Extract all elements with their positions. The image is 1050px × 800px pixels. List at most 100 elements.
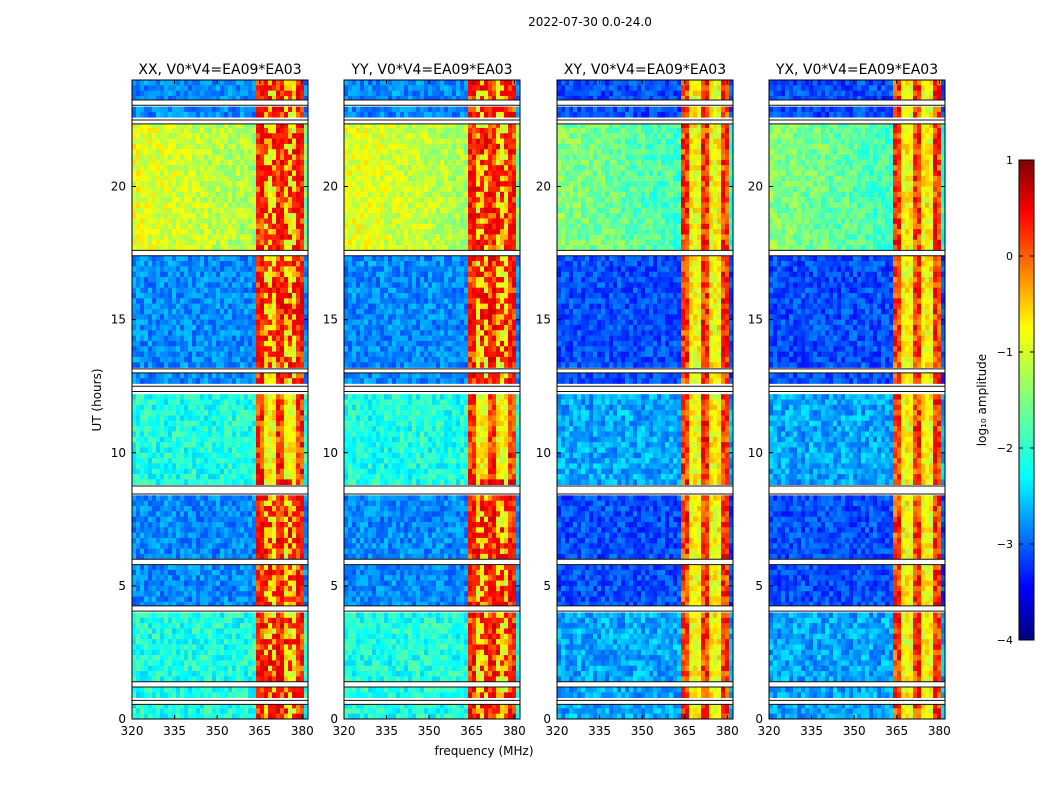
x-tick-label: 380 <box>291 724 314 738</box>
flagged-row <box>344 486 520 495</box>
y-tick-label: 15 <box>748 313 763 327</box>
y-tick-label: 0 <box>118 712 126 726</box>
colorbar-tick-label: −1 <box>997 346 1013 359</box>
flagged-row <box>132 386 308 392</box>
flagged-row <box>769 99 945 106</box>
flagged-row <box>344 559 520 565</box>
flagged-row <box>344 119 520 124</box>
y-tick-label: 15 <box>111 313 126 327</box>
flagged-row <box>344 386 520 392</box>
x-tick-label: 365 <box>885 724 908 738</box>
panel-title: YY, V0*V4=EA09*EA03 <box>350 62 512 78</box>
colorbar-tick-label: 0 <box>1006 250 1013 263</box>
x-tick-label: 350 <box>843 724 866 738</box>
x-tick-label: 320 <box>333 724 356 738</box>
flagged-row <box>132 559 308 565</box>
flagged-row <box>132 119 308 124</box>
y-tick-label: 20 <box>748 180 763 194</box>
x-tick-label: 350 <box>631 724 654 738</box>
y-tick-label: 20 <box>111 180 126 194</box>
flagged-row <box>557 700 733 705</box>
flagged-row <box>557 99 733 106</box>
flagged-row <box>769 119 945 124</box>
flagged-row <box>557 119 733 124</box>
panel-1: XX, V0*V4=EA09*EA03 320 335 350 365 380 0 5 10 15… <box>111 62 314 738</box>
panel-title: XY, V0*V4=EA09*EA03 <box>564 62 726 78</box>
flagged-row <box>344 250 520 256</box>
y-tick-label: 10 <box>323 446 338 460</box>
x-tick-label: 335 <box>800 724 823 738</box>
x-tick-label: 335 <box>163 724 186 738</box>
flagged-row <box>132 681 308 688</box>
panel-2: YY, V0*V4=EA09*EA03 320 335 350 365 380 0 5 10 15… <box>323 62 526 738</box>
y-tick-label: 0 <box>543 712 551 726</box>
chart-title: 2022-07-30 0.0-24.0 <box>528 15 652 29</box>
y-tick-label: 5 <box>543 579 551 593</box>
y-tick-label: 5 <box>330 579 338 593</box>
flagged-row <box>132 486 308 495</box>
colorbar-tick-label: −3 <box>997 538 1013 551</box>
colorbar-tick-label: −2 <box>997 442 1013 455</box>
y-tick-label: 0 <box>330 712 338 726</box>
flagged-row <box>769 559 945 565</box>
flagged-row <box>344 700 520 705</box>
heatmap-cells <box>344 80 521 720</box>
y-tick-label: 10 <box>748 446 763 460</box>
flagged-row <box>769 486 945 495</box>
colorbar-tick-label: −4 <box>997 634 1013 647</box>
x-tick-label: 350 <box>418 724 441 738</box>
panel-4: YX, V0*V4=EA09*EA03 320 335 350 365 380 0 5 10 15… <box>748 62 951 738</box>
flagged-row <box>769 368 945 373</box>
x-tick-label: 365 <box>673 724 696 738</box>
x-tick-label: 320 <box>758 724 781 738</box>
x-tick-label: 350 <box>206 724 229 738</box>
x-tick-label: 335 <box>588 724 611 738</box>
y-tick-label: 20 <box>536 180 551 194</box>
flagged-row <box>344 681 520 688</box>
flagged-row <box>344 368 520 373</box>
x-tick-label: 365 <box>248 724 271 738</box>
flagged-row <box>557 368 733 373</box>
heatmap-cells <box>132 80 309 720</box>
heatmap-cells <box>769 80 946 720</box>
y-tick-label: 15 <box>323 313 338 327</box>
x-tick-label: 320 <box>546 724 569 738</box>
y-tick-label: 5 <box>755 579 763 593</box>
panel-title: YX, V0*V4=EA09*EA03 <box>775 62 938 78</box>
colorbar-label: log₁₀ amplitude <box>975 354 989 446</box>
flagged-row <box>557 250 733 256</box>
y-tick-label: 10 <box>536 446 551 460</box>
y-tick-label: 5 <box>118 579 126 593</box>
flagged-row <box>557 486 733 495</box>
panel-frame <box>768 79 946 720</box>
y-tick-label: 0 <box>755 712 763 726</box>
x-tick-label: 380 <box>716 724 739 738</box>
y-axis-label: UT (hours) <box>90 368 104 431</box>
y-tick-label: 20 <box>323 180 338 194</box>
flagged-row <box>132 700 308 705</box>
flagged-row <box>132 368 308 373</box>
x-tick-label: 380 <box>503 724 526 738</box>
flagged-row <box>344 605 520 612</box>
flagged-row <box>769 605 945 612</box>
heatmap-cells <box>557 80 734 720</box>
x-axis-label: frequency (MHz) <box>434 744 533 758</box>
panel-frame <box>556 79 734 720</box>
panel-frame <box>343 79 521 720</box>
flagged-row <box>557 681 733 688</box>
flagged-row <box>769 681 945 688</box>
flagged-row <box>132 99 308 106</box>
flagged-row <box>557 386 733 392</box>
x-tick-label: 365 <box>460 724 483 738</box>
flagged-row <box>557 605 733 612</box>
x-tick-label: 320 <box>121 724 144 738</box>
colorbar-gradient <box>1018 159 1035 641</box>
panel-3: XY, V0*V4=EA09*EA03 320 335 350 365 380 0 5 10 15… <box>536 62 739 738</box>
y-tick-label: 15 <box>536 313 551 327</box>
y-tick-label: 10 <box>111 446 126 460</box>
flagged-row <box>769 700 945 705</box>
flagged-row <box>769 250 945 256</box>
flagged-row <box>557 559 733 565</box>
x-tick-label: 335 <box>375 724 398 738</box>
